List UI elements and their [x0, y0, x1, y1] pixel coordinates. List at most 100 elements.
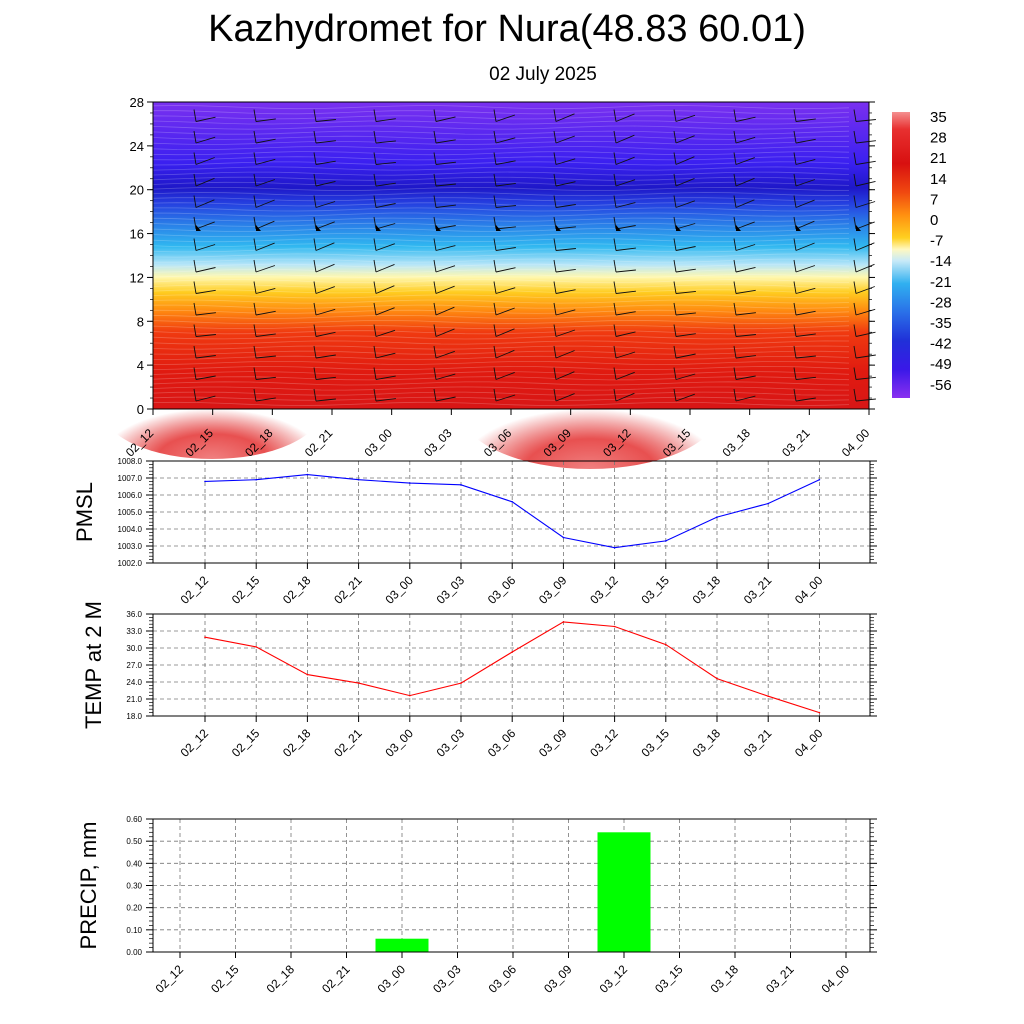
wind-barb-flag	[853, 259, 857, 273]
wind-barb	[195, 334, 216, 337]
wind-barb-flag	[733, 173, 737, 187]
wind-barb	[615, 269, 636, 273]
wind-barb	[315, 308, 336, 316]
wind-barb	[315, 331, 336, 337]
x-tick-label: 03_18	[690, 726, 724, 760]
wind-barb-flag	[553, 281, 557, 294]
contour-line	[152, 304, 850, 309]
wind-barb-flag	[433, 388, 437, 402]
data-point	[818, 711, 821, 714]
wind-barb	[375, 285, 395, 294]
wind-barb	[255, 138, 276, 144]
wind-barb-flag	[253, 152, 257, 165]
wind-barb	[555, 181, 576, 187]
x-tick-label: 03_03	[434, 573, 468, 607]
wind-barb-flag	[673, 173, 677, 187]
x-tick-label: 02_21	[319, 962, 353, 996]
contour-line	[152, 314, 850, 319]
data-point	[613, 625, 616, 628]
data-point	[716, 516, 718, 518]
contour-line	[152, 335, 850, 340]
wind-barb-flag	[613, 324, 617, 337]
wind-barb	[855, 331, 876, 337]
wind-barb	[195, 244, 216, 251]
data-point	[409, 694, 411, 697]
data-point	[255, 478, 257, 481]
colorbar: 35 28 21 14 7 0 -7 -14 -21 -28 -35 -42 -49 -56	[892, 109, 952, 398]
wind-barb	[855, 354, 876, 359]
wind-barb	[675, 177, 695, 187]
wind-barb	[375, 182, 396, 187]
wind-barb	[735, 244, 756, 251]
x-tick-label: 03_21	[763, 962, 797, 996]
wind-barb	[315, 398, 336, 402]
wind-barb	[615, 179, 636, 187]
x-tick-label: 03_21	[741, 573, 775, 607]
wind-barb-flag	[673, 109, 677, 122]
data-point	[409, 482, 411, 484]
wind-barb	[675, 135, 695, 144]
wind-barb	[615, 247, 636, 251]
wind-barb-flag	[193, 216, 197, 230]
contour-line	[152, 381, 850, 386]
chart-title: Kazhydromet for Nura(48.83 60.01)	[208, 8, 806, 50]
wind-barb-flag	[313, 216, 317, 230]
data-point	[306, 673, 309, 676]
wind-barb	[615, 371, 635, 380]
wind-barb-flag	[253, 324, 257, 337]
colorbar-label: 28	[930, 130, 947, 147]
contour-line	[152, 212, 850, 217]
wind-barb-flag	[673, 302, 677, 316]
wind-barb-flag	[853, 109, 857, 122]
wind-barb-flag	[613, 195, 617, 208]
contour-line	[152, 279, 850, 284]
data-point	[357, 478, 360, 481]
wind-barb	[195, 375, 216, 380]
wind-barb-flag	[193, 173, 197, 187]
contour-line	[152, 222, 850, 227]
wind-barb	[555, 371, 575, 380]
data-point	[460, 484, 462, 486]
wind-barb-flag	[433, 173, 437, 187]
wind-barb	[855, 140, 876, 144]
wind-barb	[735, 334, 756, 337]
contour-line	[152, 146, 850, 151]
x-tick-label: 03_09	[536, 726, 570, 760]
wind-barb	[195, 289, 216, 294]
y-axis-label: TEMP at 2 M	[81, 601, 106, 729]
wind-barb	[555, 248, 576, 251]
wind-barb	[255, 199, 275, 208]
wind-barb	[795, 310, 816, 316]
chart-subtitle: 02 July 2025	[489, 64, 597, 85]
wind-barb	[495, 205, 516, 208]
wind-barb-flag	[553, 173, 557, 187]
wind-barb	[855, 376, 876, 380]
wind-barb	[795, 376, 816, 380]
wind-barb-flag	[553, 130, 557, 144]
colorbar-label: 21	[930, 150, 947, 167]
wind-barb	[555, 158, 576, 165]
wind-barb-flag	[853, 367, 857, 380]
wind-barb	[675, 393, 695, 402]
wind-barb-flag	[433, 259, 437, 273]
contour-line	[152, 135, 850, 140]
wind-barb-flag	[373, 345, 377, 359]
wind-barb	[195, 199, 215, 208]
contour-line	[152, 197, 850, 202]
wind-barb-flag	[253, 281, 257, 294]
wind-barb-flag	[313, 173, 317, 187]
wind-barb	[855, 221, 875, 230]
contour-line	[152, 181, 850, 186]
contour-line	[152, 151, 850, 156]
x-tick-label: 03_15	[638, 573, 672, 607]
wind-barb	[855, 201, 876, 208]
wind-barb-flag	[193, 281, 197, 294]
wind-barb	[555, 113, 575, 122]
wind-barb-flag	[193, 195, 197, 208]
wind-barb	[375, 223, 396, 230]
wind-pennant	[436, 225, 441, 231]
y-tick-label: 36.0	[126, 610, 142, 619]
x-tick-label: 03_03	[421, 426, 455, 460]
